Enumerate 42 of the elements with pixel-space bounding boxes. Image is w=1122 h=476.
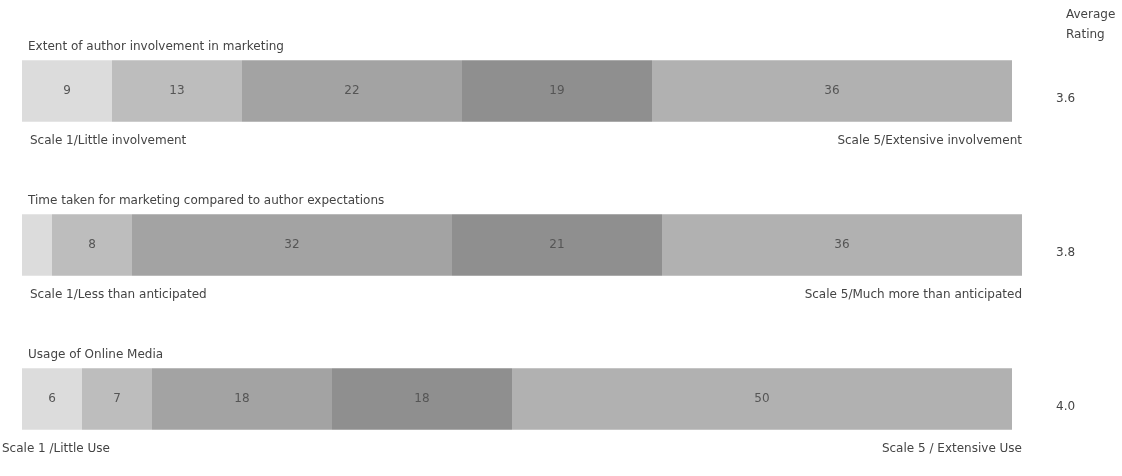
data-label: 13 [169, 83, 185, 98]
data-label: 36 [834, 237, 850, 252]
annotation: Scale 5/Extensive involvement [837, 132, 1023, 147]
text: Scale 1 /Little Use [2, 440, 110, 455]
annotation: Scale 1/Little involvement [30, 132, 187, 147]
data-label: 21 [549, 237, 565, 252]
text: Scale 5 / Extensive Use [881, 440, 1022, 455]
bar [22, 60, 112, 122]
bar [22, 214, 52, 276]
text: 4.0 [1056, 399, 1076, 414]
annotation: Scale 1/Less than anticipated [30, 286, 207, 301]
data-label: 22 [344, 83, 360, 98]
data-label: 8 [88, 237, 96, 252]
bar [242, 60, 462, 122]
y-tick-label: Extent of author involvement in marketing [28, 39, 284, 54]
data-label: 18 [414, 391, 430, 406]
bar [112, 60, 242, 122]
bar [462, 60, 652, 122]
data-label: 6 [48, 391, 56, 406]
data-label: 50 [754, 391, 770, 406]
bar [332, 368, 512, 430]
data-label: 9 [63, 83, 71, 98]
bar [82, 368, 152, 430]
bar [662, 214, 1022, 276]
data-label: 32 [284, 237, 300, 252]
data-label: 7 [113, 391, 121, 406]
y-tick-label: Time taken for marketing compared to author expectations [27, 193, 385, 208]
bar [652, 60, 1012, 122]
y-tick-label: Usage of Online Media [28, 347, 164, 362]
bar [52, 214, 132, 276]
text: 3.6 [1056, 91, 1076, 106]
bar [452, 214, 662, 276]
data-label: 36 [824, 83, 840, 98]
bar [152, 368, 332, 430]
annotation: Scale 5/Much more than anticipated [804, 286, 1022, 301]
text: Average Rating [1066, 6, 1117, 43]
text: 3.8 [1056, 245, 1076, 260]
data-label: 19 [549, 83, 565, 98]
bar [22, 368, 82, 430]
bar [512, 368, 1012, 430]
data-label: 18 [234, 391, 250, 406]
bar [132, 214, 452, 276]
